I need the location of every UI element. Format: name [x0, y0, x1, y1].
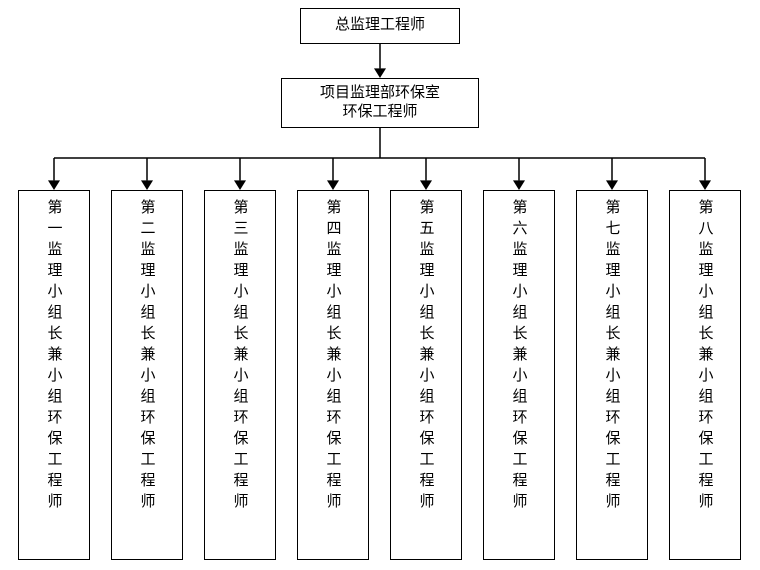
leaf-node-3: 第三监理小组长兼小组环保工程师 — [204, 190, 276, 560]
mid-label-line1: 项目监理部环保室 — [320, 84, 440, 104]
mid-label-wrap: 项目监理部环保室 环保工程师 — [320, 84, 440, 123]
leaf-label: 第七监理小组长兼小组环保工程师 — [602, 191, 623, 522]
leaf-node-8: 第八监理小组长兼小组环保工程师 — [669, 190, 741, 560]
leaf-node-2: 第二监理小组长兼小组环保工程师 — [111, 190, 183, 560]
root-label: 总监理工程师 — [335, 16, 425, 36]
leaf-label: 第一监理小组长兼小组环保工程师 — [44, 191, 65, 522]
leaf-node-7: 第七监理小组长兼小组环保工程师 — [576, 190, 648, 560]
mid-node: 项目监理部环保室 环保工程师 — [281, 78, 479, 128]
leaf-label: 第三监理小组长兼小组环保工程师 — [230, 191, 251, 522]
leaf-node-5: 第五监理小组长兼小组环保工程师 — [390, 190, 462, 560]
leaf-label: 第四监理小组长兼小组环保工程师 — [323, 191, 344, 522]
leaf-label: 第二监理小组长兼小组环保工程师 — [137, 191, 158, 522]
leaf-label: 第八监理小组长兼小组环保工程师 — [695, 191, 716, 522]
leaf-label: 第五监理小组长兼小组环保工程师 — [416, 191, 437, 522]
leaf-node-1: 第一监理小组长兼小组环保工程师 — [18, 190, 90, 560]
root-node: 总监理工程师 — [300, 8, 460, 44]
leaf-label: 第六监理小组长兼小组环保工程师 — [509, 191, 530, 522]
mid-label-line2: 环保工程师 — [320, 103, 440, 123]
leaf-node-4: 第四监理小组长兼小组环保工程师 — [297, 190, 369, 560]
leaf-node-6: 第六监理小组长兼小组环保工程师 — [483, 190, 555, 560]
